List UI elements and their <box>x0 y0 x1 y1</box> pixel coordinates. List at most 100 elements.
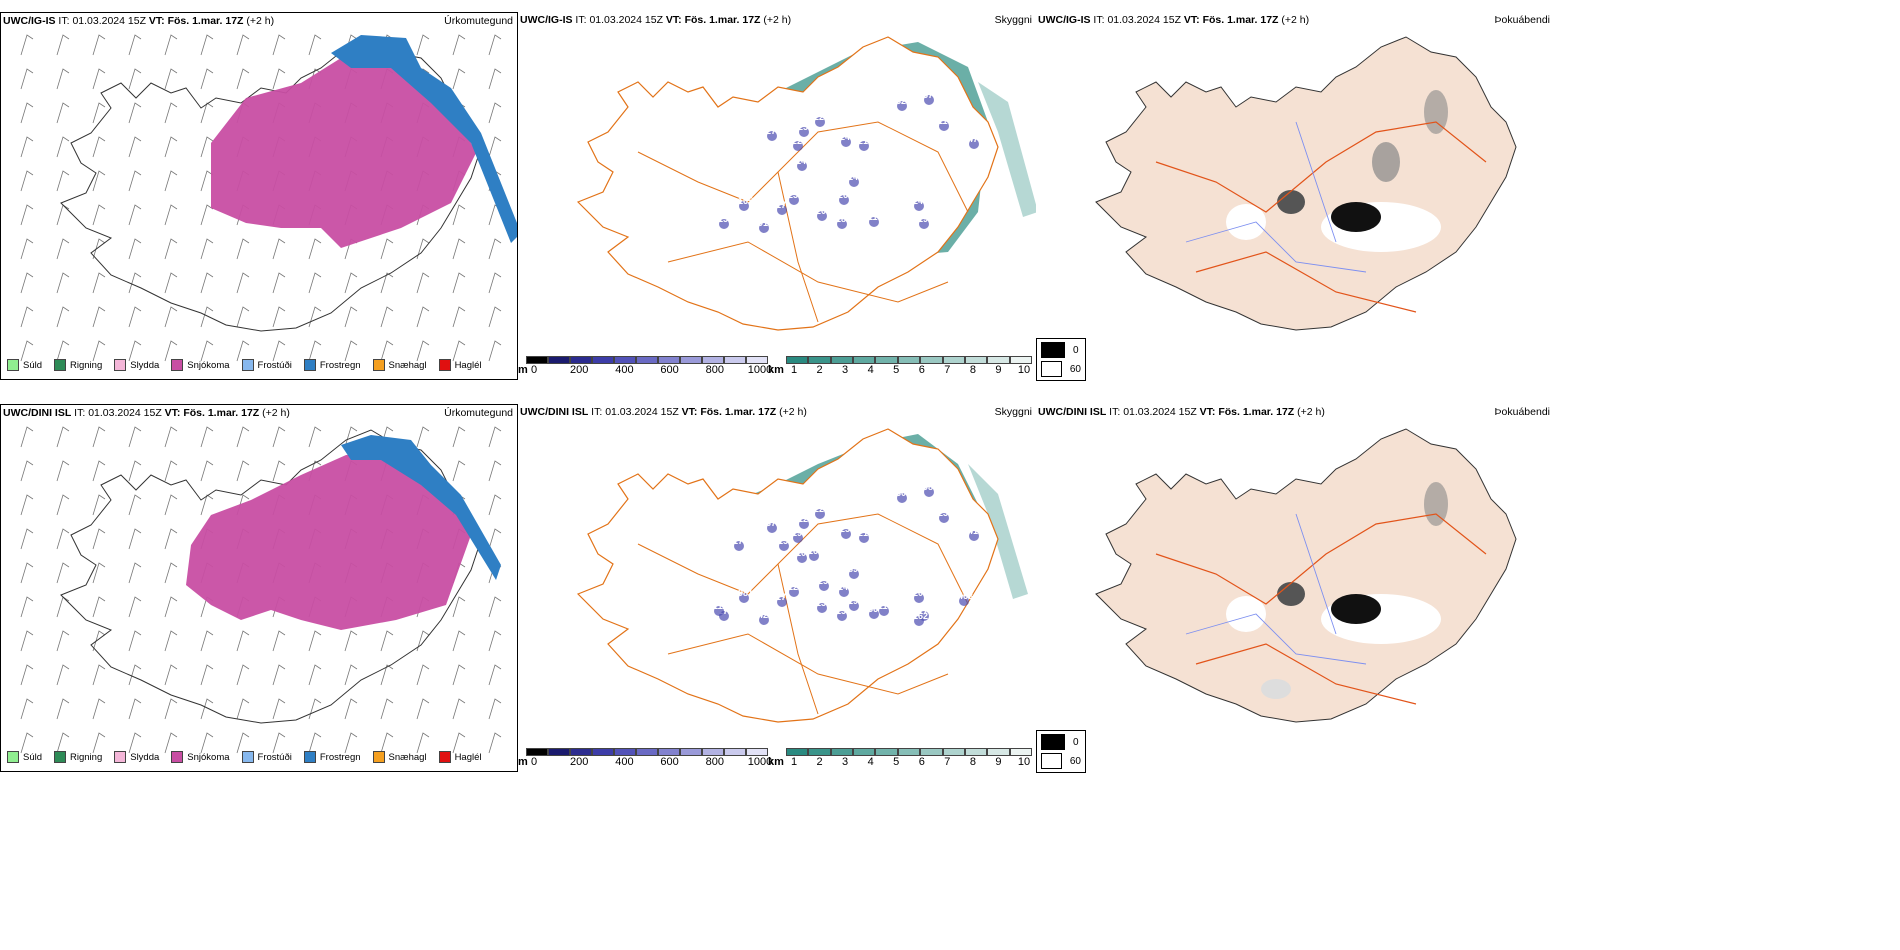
legend-label: Súld <box>23 751 43 763</box>
ceiling-cell <box>759 223 769 233</box>
ceiling-cell <box>914 616 924 626</box>
visibility-unit-row1: km <box>768 364 784 376</box>
ceiling-cell <box>817 211 827 221</box>
colorbar-segment <box>592 356 614 364</box>
colorbar-segment <box>897 356 921 364</box>
ceiling-label: 203 <box>913 588 928 598</box>
colorbar-segment <box>942 356 965 364</box>
fog-blob <box>1277 190 1305 214</box>
legend-label: Súld <box>23 359 43 371</box>
colorbar-segment <box>853 748 876 756</box>
ceiling-cell <box>879 606 889 616</box>
panel-title-precip-row1: UWC/IG-IS IT: 01.03.2024 15Z VT: Fös. 1.… <box>3 15 275 27</box>
ceiling-label: 131 <box>816 598 831 608</box>
colorbar-tick: 3 <box>842 756 849 768</box>
colorbar-segment <box>548 748 570 756</box>
colorbar-tick: 0 <box>530 756 538 768</box>
legend-swatch <box>303 359 316 371</box>
colorbar-segment <box>614 748 636 756</box>
ceiling-label: 158 <box>836 606 851 616</box>
wind-barb <box>380 698 394 720</box>
ceiling-cell <box>797 553 807 563</box>
legend-label: Frostregn <box>319 359 361 371</box>
fog-panel-row1: UWC/IG-IS IT: 01.03.2024 15Z VT: Fös. 1.… <box>1036 12 1556 380</box>
wind-barb <box>272 340 286 362</box>
precip-type-label-row2: Úrkomutegund <box>444 407 513 419</box>
wind-barb <box>20 630 34 652</box>
wind-barb <box>236 306 250 328</box>
wind-barb <box>308 272 322 294</box>
wind-barb <box>164 664 178 686</box>
wind-barb <box>56 238 70 260</box>
wind-barb <box>56 340 70 362</box>
colorbar-segment <box>875 748 898 756</box>
ceiling-label: 182 <box>836 214 851 224</box>
wind-barb <box>92 562 106 584</box>
ceiling-label: 258 <box>818 576 833 586</box>
ceiling-label: 162 <box>913 611 928 621</box>
wind-barb <box>308 664 322 686</box>
wind-barb <box>128 272 142 294</box>
wind-barb <box>20 102 34 124</box>
colorbar-tick: 1000 <box>747 364 773 376</box>
fog-legend-label: 60 <box>1069 755 1081 767</box>
wind-barb <box>488 596 502 618</box>
colorbar-segment <box>570 748 592 756</box>
ceiling-label: 217 <box>858 136 873 146</box>
fog-legend-swatch <box>1041 361 1062 377</box>
wind-barb <box>236 68 250 90</box>
legend-label: Rigning <box>70 359 103 371</box>
ceiling-cell <box>797 161 807 171</box>
wind-barb <box>200 664 214 686</box>
precip-freezing-rain-areas <box>331 35 517 243</box>
colorbar-segment <box>592 748 614 756</box>
ceiling-cell <box>914 201 924 211</box>
legend-item: Rigning <box>54 751 102 763</box>
freezing-rain-area <box>331 35 517 243</box>
legend-item: Frostregn <box>303 359 361 371</box>
wind-barb <box>272 664 286 686</box>
wind-barb <box>452 34 466 56</box>
legend-item: Slydda <box>114 751 159 763</box>
ceiling-label: 323 <box>896 96 911 106</box>
colorbar-tick: 10 <box>1017 756 1031 768</box>
wind-barb <box>416 34 430 56</box>
wind-barb <box>308 340 322 362</box>
wind-barb <box>128 630 142 652</box>
colorbar-segment <box>964 748 988 756</box>
ceiling-cell <box>817 603 827 613</box>
colorbar-segment <box>702 748 724 756</box>
wind-barb <box>56 306 70 328</box>
legend-item: Snæhagl <box>372 751 427 763</box>
colorbar-segment <box>942 748 965 756</box>
wind-barb <box>488 68 502 90</box>
legend-swatch <box>7 359 19 371</box>
ceiling-label: 174 <box>733 536 748 546</box>
wind-barb <box>200 460 214 482</box>
wind-barb <box>20 340 34 362</box>
wind-barb <box>56 732 70 754</box>
wind-barb <box>452 68 466 90</box>
fog-legend-label: 0 <box>1073 344 1079 356</box>
wind-barb <box>272 68 286 90</box>
colorbar-segment <box>570 356 592 364</box>
ceiling-cell <box>767 523 777 533</box>
ceiling-label: 160 <box>808 546 823 556</box>
colorbar-segment <box>875 356 898 364</box>
wind-barb <box>164 528 178 550</box>
visibility-label-row1: Skyggni <box>994 14 1032 26</box>
wind-barb <box>56 34 70 56</box>
wind-barb <box>452 630 466 652</box>
wind-barb <box>488 732 502 754</box>
colorbar-tick: 200 <box>570 364 589 376</box>
ceiling-ticks-row2: 0 200 400 600 800 1000 <box>526 756 772 770</box>
colorbar-tick: 8 <box>969 756 976 768</box>
colorbar-tick: 7 <box>944 756 951 768</box>
wind-barb <box>236 272 250 294</box>
wind-barb <box>164 272 178 294</box>
wind-barb <box>20 732 34 754</box>
fog-legend-label: 0 <box>1073 736 1079 748</box>
wind-barb <box>416 698 430 720</box>
